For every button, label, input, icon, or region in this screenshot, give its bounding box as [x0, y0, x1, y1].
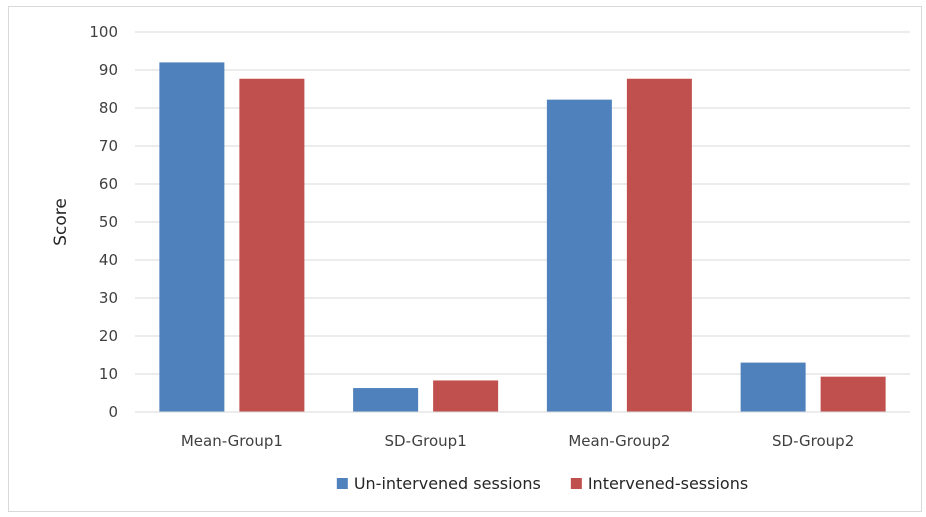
y-tick-label: 0: [108, 403, 118, 421]
y-tick-label: 80: [99, 99, 118, 117]
x-axis-ticks: Mean-Group1 SD-Group1 Mean-Group2 SD-Group2: [181, 432, 854, 450]
bars: [159, 62, 886, 413]
legend-label: Intervened-sessions: [588, 474, 748, 493]
x-tick-label: Mean-Group2: [568, 432, 670, 450]
y-tick-label: 40: [99, 251, 118, 269]
y-tick-label: 20: [99, 327, 118, 345]
legend-label: Un-intervened sessions: [354, 474, 541, 493]
bar-un-intervened: [546, 99, 612, 412]
x-tick-label: SD-Group2: [772, 432, 854, 450]
bar-un-intervened: [740, 362, 806, 412]
bar-intervened: [820, 376, 886, 412]
bar-intervened: [433, 380, 499, 412]
y-axis-ticks: 0 10 20 30 40 50 60 70 80 90 100: [89, 23, 118, 421]
y-tick-label: 30: [99, 289, 118, 307]
legend-swatch: [336, 478, 348, 489]
y-tick-label: 100: [89, 23, 118, 41]
y-tick-label: 50: [99, 213, 118, 231]
bar-un-intervened: [159, 62, 225, 413]
bar-intervened: [239, 78, 305, 413]
y-tick-label: 10: [99, 365, 118, 383]
x-tick-label: Mean-Group1: [181, 432, 283, 450]
y-tick-label: 70: [99, 137, 118, 155]
y-tick-label: 60: [99, 175, 118, 193]
x-tick-label: SD-Group1: [385, 432, 467, 450]
bar-un-intervened: [353, 388, 419, 412]
legend-item: Intervened-sessions: [570, 474, 748, 493]
y-tick-label: 90: [99, 61, 118, 79]
legend-swatch: [570, 478, 582, 489]
bar-intervened: [626, 78, 692, 413]
y-axis-title: Score: [51, 198, 71, 246]
legend-item: Un-intervened sessions: [336, 474, 541, 493]
legend: Un-intervened sessions Intervened-session…: [336, 474, 748, 493]
